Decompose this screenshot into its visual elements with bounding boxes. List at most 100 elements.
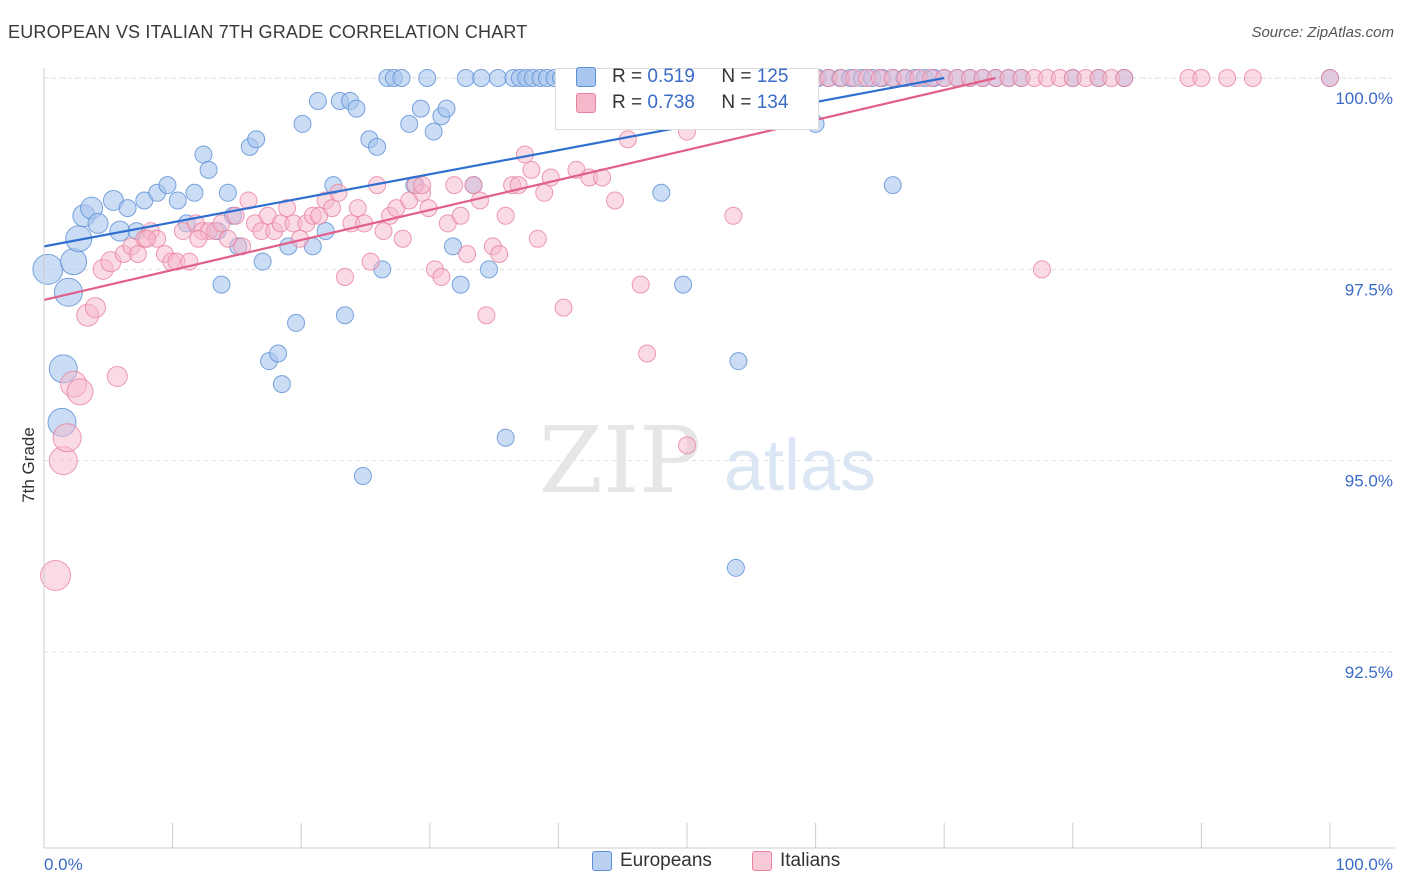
europeans-point (496, 428, 515, 447)
europeans-point (53, 277, 83, 307)
europeans-point (272, 375, 291, 394)
europeans-point (392, 69, 411, 87)
gridlines: 92.5% 95.0% 97.5% 100.0% (44, 77, 1395, 682)
n-label: N = (721, 92, 752, 113)
europeans-point (253, 252, 272, 271)
europeans-point (199, 160, 218, 179)
europeans-point (726, 558, 745, 577)
legend-item-italians[interactable]: Italians (752, 850, 840, 872)
italians-point (413, 176, 432, 195)
europeans-point (308, 91, 327, 110)
italians-point (393, 229, 412, 248)
europeans-point (674, 275, 693, 294)
europeans-point (488, 69, 507, 87)
italians-point (128, 245, 147, 264)
italians-point (323, 199, 342, 218)
europeans-point (451, 275, 470, 294)
italians-point (1218, 69, 1237, 87)
italians-point (52, 423, 82, 453)
italians-point (631, 275, 650, 294)
italians-point (490, 245, 509, 264)
italians-point (335, 267, 354, 286)
italians-point (1032, 260, 1051, 279)
italians-point (1321, 69, 1339, 87)
italians-point (278, 199, 297, 218)
europeans-point (456, 69, 475, 87)
italians-point (348, 199, 367, 218)
italians-point (458, 245, 477, 264)
legend-item-europeans[interactable]: Europeans (592, 850, 712, 872)
italians-point (1243, 69, 1262, 87)
europeans-point (424, 122, 443, 141)
y-tick-label: 95.0% (1345, 472, 1393, 491)
italians-point (724, 206, 743, 225)
europeans-point (60, 248, 88, 276)
italians-point (1192, 69, 1211, 87)
n-value-europeans: 125 (756, 66, 789, 87)
italians-point (218, 229, 237, 248)
n-label: N = (721, 66, 752, 87)
italians-point (84, 297, 106, 319)
correlation-legend: R = 0.519 N = 125 R = 0.738 N = 134 (555, 66, 819, 130)
europeans-point (194, 145, 213, 164)
italians-point (496, 206, 515, 225)
r-label: R = (612, 66, 643, 87)
italians-point (212, 214, 231, 233)
europeans-point (247, 130, 266, 149)
italians-point (40, 559, 72, 591)
r-label: R = (612, 92, 643, 113)
italians-point (1115, 69, 1134, 87)
europeans-point (400, 114, 419, 133)
italians-point (535, 183, 554, 202)
europeans-point (347, 99, 366, 118)
europeans-point (293, 114, 312, 133)
legend-swatch-europeans (576, 67, 596, 87)
source-label: Source: ZipAtlas.com (1251, 24, 1394, 41)
europeans-point (218, 183, 237, 202)
europeans-point (87, 212, 109, 234)
italians-point (66, 378, 94, 406)
italians-trend-line (43, 76, 996, 302)
n-value-italians: 134 (756, 92, 789, 113)
r-value-europeans: 0.519 (647, 66, 695, 87)
europeans-point (652, 183, 671, 202)
italians-point (528, 229, 547, 248)
europeans-point (185, 183, 204, 202)
legend-swatch-italians (576, 93, 596, 113)
europeans-point (158, 176, 177, 195)
chart-title: EUROPEAN VS ITALIAN 7TH GRADE CORRELATIO… (8, 22, 528, 42)
europeans-point (729, 352, 748, 371)
europeans-point (269, 344, 288, 363)
europeans-point (437, 99, 456, 118)
europeans-point (368, 137, 387, 156)
italians-point (554, 298, 573, 317)
italians-point (522, 160, 541, 179)
europeans-point (418, 69, 437, 87)
europeans-point (472, 69, 491, 87)
axes: 0.0% 100.0% (43, 68, 1395, 874)
europeans-point (287, 313, 306, 332)
bottom-legend: Europeans Italians (0, 850, 1406, 880)
y-axis-label: 7th Grade (19, 427, 38, 503)
legend-swatch-italians (752, 851, 772, 871)
europeans-point (335, 306, 354, 325)
europeans-point (212, 275, 231, 294)
europeans-point (118, 199, 137, 218)
legend-label-italians: Italians (780, 850, 841, 871)
italians-point (451, 206, 470, 225)
europeans-point (353, 466, 372, 485)
legend-label-europeans: Europeans (620, 850, 712, 871)
y-tick-label: 100.0% (1335, 89, 1393, 108)
x-tick-label: 100.0% (1335, 855, 1393, 874)
europeans-point (32, 253, 64, 285)
europeans-point (316, 222, 335, 241)
europeans-point (883, 176, 902, 195)
italians-point (137, 229, 156, 248)
europeans-point (479, 260, 498, 279)
r-value-italians: 0.738 (647, 92, 695, 113)
watermark-atlas: atlas (724, 426, 876, 506)
x-tick-label: 0.0% (44, 855, 83, 874)
europeans-point (443, 237, 462, 256)
italians-point (678, 436, 696, 455)
